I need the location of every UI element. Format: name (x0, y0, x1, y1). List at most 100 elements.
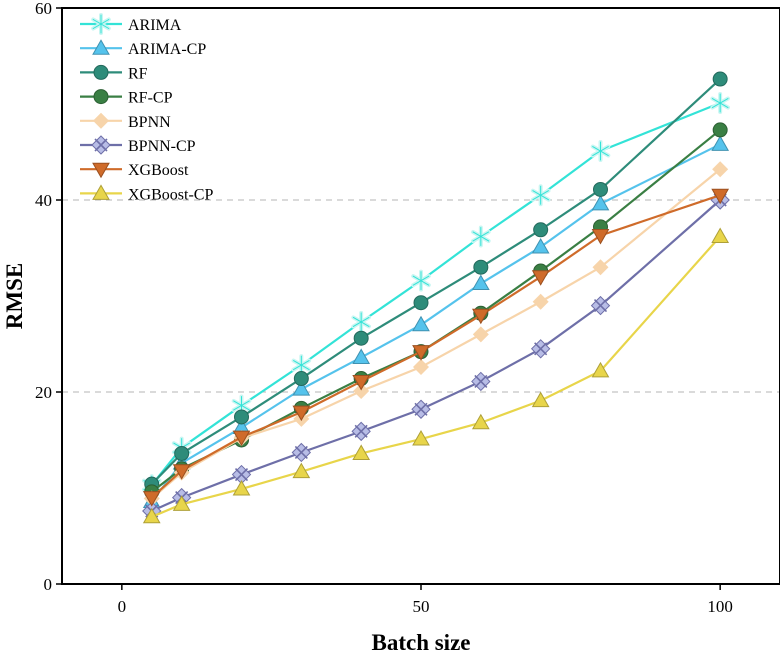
data-point-xgboost (172, 464, 191, 480)
data-point-bpnn-cp (291, 442, 312, 463)
data-point-arima-spoke-edge (532, 190, 549, 201)
data-point-bpnn (532, 293, 549, 310)
data-point-arima-cp (352, 348, 371, 364)
data-point-bpnn-cp (530, 339, 551, 359)
legend-marker-bpnn-cp-cross (94, 138, 108, 152)
data-point-xgboost (232, 430, 251, 447)
data-point-xgboost-cp (531, 391, 550, 408)
data-point-rf (353, 330, 369, 346)
data-point-rf (593, 181, 608, 197)
data-point-rf (712, 71, 728, 87)
legend-item-xgboost: XGBoost (80, 162, 189, 179)
data-point-arima (471, 225, 491, 248)
data-point-xgboost-cp (471, 413, 490, 430)
data-point-bpnn-cp (351, 421, 371, 442)
legend-marker-rf (93, 64, 109, 80)
legend-label-xgboost-cp: XGBoost-CP (128, 186, 213, 203)
data-point-rf (413, 295, 429, 311)
y-tick-label: 60 (35, 0, 52, 18)
legend: ARIMA ARIMA-CP RF RF-CP BPNN BPNN-CP XGBoost XG… (80, 13, 213, 203)
legend-item-rf-cp: RF-CP (80, 89, 173, 107)
data-point-arima-spoke-edge (592, 146, 609, 157)
legend-label-rf: RF (128, 65, 148, 82)
legend-label-arima-cp: ARIMA-CP (128, 41, 206, 58)
series-line-xgboost-cp (151, 235, 721, 518)
x-axis-title: Batch size (371, 630, 470, 654)
data-point-xgboost (352, 374, 371, 391)
legend-label-bpnn: BPNN (128, 114, 171, 131)
series-line-bpnn (151, 168, 721, 500)
data-point-bpnn (712, 161, 729, 178)
data-point-rf (293, 371, 309, 387)
data-point-arima-cp (531, 238, 550, 254)
data-point-xgboost-cp (232, 479, 251, 496)
data-point-arima-spoke-edge (472, 231, 490, 242)
legend-marker-xgboost-cp (92, 184, 110, 200)
data-point-rf (234, 409, 249, 425)
legend-label-rf-cp: RF-CP (128, 90, 173, 107)
data-point-arima-cp (412, 315, 430, 332)
data-point-xgboost-cp (292, 462, 311, 479)
data-point-arima-spoke-edge (293, 360, 310, 371)
y-tick-label: 0 (44, 575, 53, 594)
legend-label-xgboost: XGBoost (128, 162, 189, 179)
x-tick-label: 0 (118, 597, 127, 616)
series-bpnn-cp (142, 190, 730, 521)
grid-layer (62, 199, 780, 393)
series-arima-cp (142, 135, 730, 508)
legend-marker-arima-spoke-edge (92, 19, 110, 29)
data-point-bpnn-cp-cross (474, 374, 488, 389)
data-point-bpnn-cp (590, 295, 611, 316)
legend-marker-bpnn-cp (91, 135, 111, 155)
data-point-xgboost-cp (591, 361, 610, 378)
series-line-xgboost (151, 194, 721, 499)
data-point-arima-spoke-edge (711, 98, 729, 109)
data-point-arima (530, 184, 551, 207)
data-point-bpnn-cp (411, 399, 431, 419)
series-bpnn (143, 161, 729, 507)
data-point-xgboost (471, 308, 490, 325)
legend-label-arima: ARIMA (128, 17, 182, 34)
y-tick-label: 40 (35, 191, 52, 210)
data-point-bpnn-cp-cross (534, 342, 548, 356)
data-point-bpnn (353, 383, 370, 400)
series-xgboost-cp (142, 227, 730, 524)
legend-item-arima-cp: ARIMA-CP (80, 39, 206, 58)
data-point-xgboost (142, 491, 161, 507)
legend-marker-arima (91, 13, 111, 35)
series-layer (141, 71, 730, 524)
data-point-xgboost (591, 229, 610, 245)
legend-item-bpnn: BPNN (80, 112, 171, 131)
legend-item-arima: ARIMA (80, 13, 182, 35)
legend-item-rf: RF (80, 64, 148, 82)
legend-marker-xgboost (92, 162, 110, 179)
data-point-xgboost-cp (711, 227, 730, 243)
data-point-rf-cp (712, 122, 728, 138)
legend-marker-rf-cp (93, 89, 109, 105)
y-axis-title: RMSE (2, 263, 27, 329)
legend-label-bpnn-cp: BPNN-CP (128, 138, 196, 155)
x-tick-label: 50 (413, 597, 430, 616)
series-line-bpnn-cp (151, 199, 721, 513)
data-point-xgboost (412, 345, 430, 361)
legend-marker-arima-cp (92, 39, 110, 55)
data-point-xgboost-cp (412, 430, 430, 446)
data-point-bpnn-cp-cross (234, 467, 249, 482)
legend-item-bpnn-cp: BPNN-CP (80, 135, 196, 155)
data-point-arima (351, 310, 371, 333)
axis-layer: 0 20 40 60 0 50 100 (35, 0, 733, 616)
data-point-bpnn-cp (471, 371, 491, 392)
data-point-arima-spoke-edge (233, 400, 250, 411)
data-point-arima (411, 269, 431, 292)
data-point-arima-cp (711, 135, 730, 151)
data-point-bpnn-cp-cross (593, 299, 608, 313)
data-point-bpnn (592, 259, 609, 276)
data-point-arima-spoke-edge (352, 316, 370, 327)
data-point-bpnn-cp-cross (294, 445, 308, 460)
series-xgboost (142, 188, 730, 507)
data-point-rf (174, 445, 190, 461)
x-tick-label: 100 (707, 597, 733, 616)
data-point-bpnn (413, 359, 429, 376)
data-point-arima-spoke-edge (412, 275, 430, 286)
series-line-arima (150, 102, 721, 486)
